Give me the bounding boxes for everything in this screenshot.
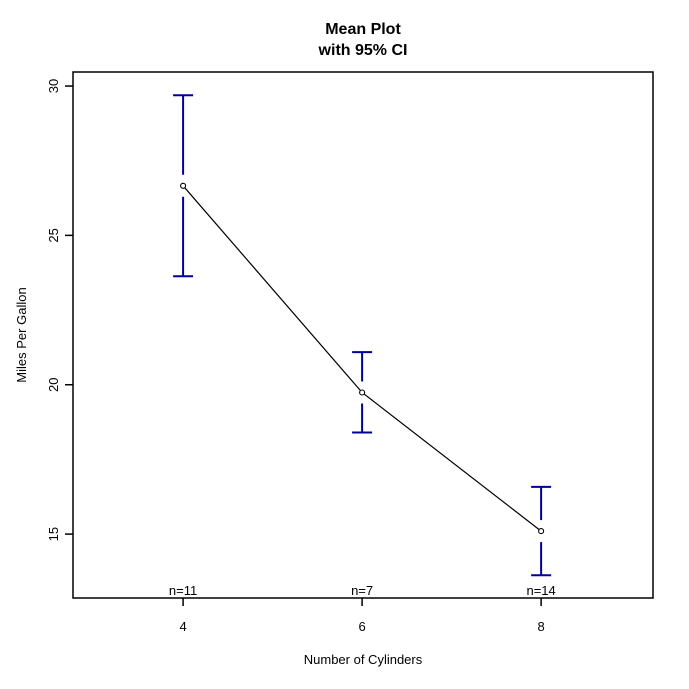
mean-points — [180, 182, 545, 535]
y-tick-label: 20 — [46, 377, 61, 391]
error-bar — [531, 485, 552, 577]
x-axis-ticks: 4 6 8 — [179, 598, 545, 634]
x-tick-label: 4 — [179, 619, 186, 634]
x-tick-label: 8 — [538, 619, 545, 634]
error-bars — [173, 94, 552, 577]
error-bar — [352, 351, 373, 434]
y-tick-label: 15 — [46, 527, 61, 541]
sample-size-label: n=11 — [169, 583, 197, 598]
y-axis-label: Miles Per Gallon — [14, 287, 29, 382]
sample-size-labels: n=11 n=7 n=14 — [169, 583, 556, 598]
sample-size-label: n=14 — [526, 583, 555, 598]
mean-point-marker — [538, 528, 545, 535]
error-bar — [173, 94, 194, 278]
x-axis-label: Number of Cylinders — [304, 652, 423, 667]
mean-point-marker — [180, 182, 187, 189]
mean-point-marker — [359, 389, 366, 396]
y-tick-label: 25 — [46, 228, 61, 242]
y-axis-ticks: 15 20 25 30 — [46, 79, 73, 541]
y-tick-label: 30 — [46, 79, 61, 93]
plot-box — [72, 71, 654, 599]
chart-subtitle: with 95% CI — [318, 42, 408, 59]
x-tick-label: 6 — [358, 619, 365, 634]
chart-title: Mean Plot — [325, 21, 401, 38]
sample-size-label: n=7 — [351, 583, 373, 598]
